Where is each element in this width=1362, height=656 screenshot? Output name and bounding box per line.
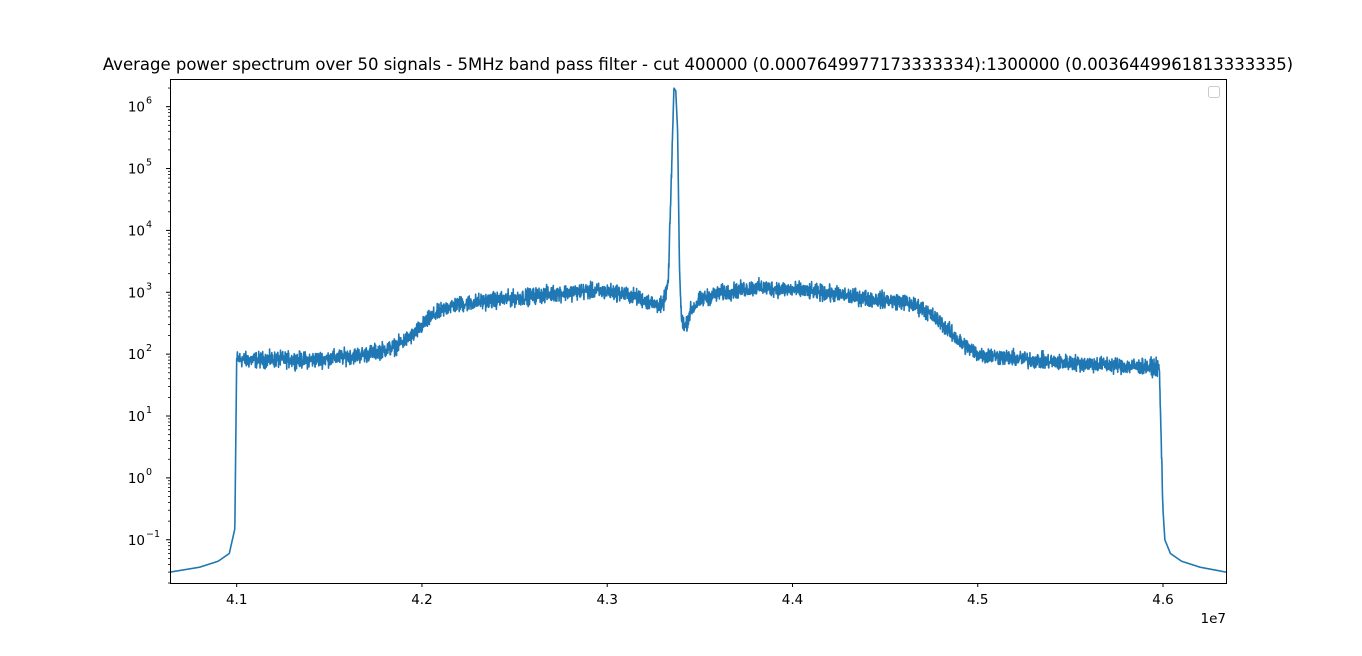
- x-offset-label: 1e7: [1201, 611, 1226, 627]
- y-tick-exponent: 3: [146, 281, 152, 292]
- y-tick-exponent: 1: [146, 405, 152, 416]
- y-tick-label: 10: [128, 409, 145, 425]
- x-tick-label: 4.2: [411, 592, 432, 608]
- y-tick-label: 10: [128, 285, 145, 301]
- x-axis: 4.1 4.2 4.3 4.4 4.5 4.6: [226, 583, 1174, 608]
- x-tick-label: 4.5: [967, 592, 988, 608]
- y-tick-label: 10: [128, 223, 145, 239]
- x-tick-label: 4.3: [596, 592, 617, 608]
- y-tick-label: 10: [128, 347, 145, 363]
- y-tick-exponent: 6: [146, 96, 152, 107]
- y-tick-exponent: 5: [146, 158, 152, 169]
- axes-frame: [170, 79, 1227, 584]
- y-tick-label: 10: [128, 162, 145, 178]
- y-tick-exponent: 0: [146, 467, 152, 478]
- y-tick-label: 10: [128, 533, 145, 549]
- x-tick-label: 4.1: [226, 592, 247, 608]
- series-line: [170, 87, 1226, 573]
- legend-box: [1208, 86, 1220, 98]
- y-tick-label: 10: [128, 100, 145, 116]
- y-tick-exponent: −1: [146, 529, 160, 540]
- x-tick-label: 4.4: [782, 592, 803, 608]
- y-tick-exponent: 4: [146, 219, 152, 230]
- x-tick-label: 4.6: [1152, 592, 1173, 608]
- plot-area: [170, 87, 1226, 573]
- y-tick-label: 10: [128, 471, 145, 487]
- y-tick-exponent: 2: [146, 343, 152, 354]
- chart-title: Average power spectrum over 50 signals -…: [103, 55, 1293, 74]
